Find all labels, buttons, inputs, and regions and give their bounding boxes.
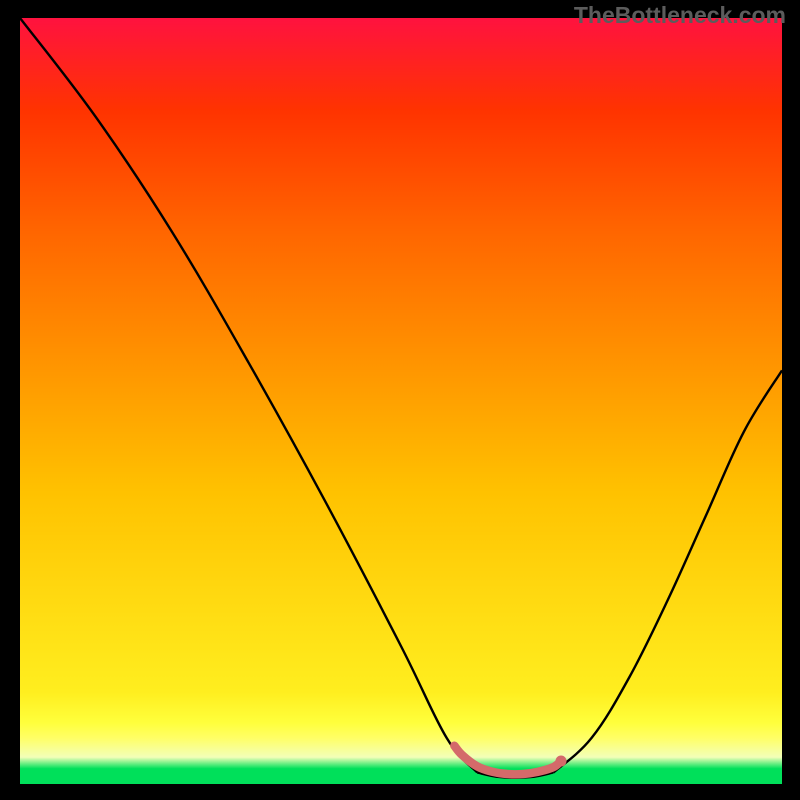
plot-area bbox=[20, 18, 782, 784]
watermark-text: TheBottleneck.com bbox=[574, 2, 786, 29]
highlight-dot bbox=[556, 756, 567, 767]
chart-stage: TheBottleneck.com bbox=[0, 0, 800, 800]
gradient-background bbox=[20, 18, 782, 784]
plot-svg bbox=[20, 18, 782, 784]
